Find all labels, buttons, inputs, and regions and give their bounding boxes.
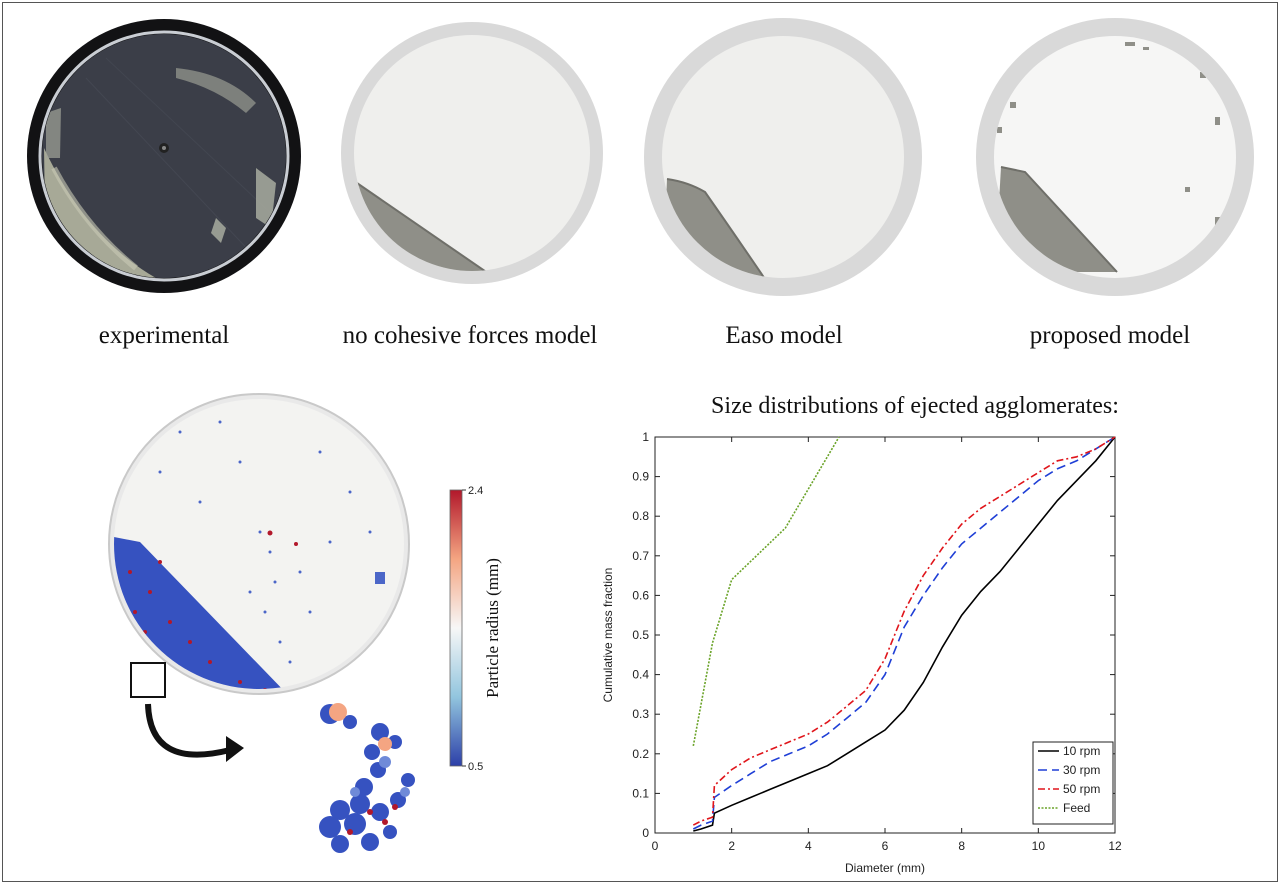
cumulative-mass-chart: 00.10.20.30.40.50.60.70.80.91 0 2 4 6 8 10 12 … — [601, 430, 1122, 875]
series-line-feed — [692, 436, 840, 747]
legend-label: 50 rpm — [1063, 782, 1100, 796]
colorbar-max-label: 2.4 — [468, 485, 483, 497]
x-tick-label: 12 — [1108, 839, 1122, 853]
x-tick-label: 8 — [958, 839, 965, 853]
y-axis-label: Cumulative mass fraction — [601, 568, 615, 703]
chart-title: Size distributions of ejected agglomerat… — [711, 393, 1119, 419]
legend-label: 10 rpm — [1063, 744, 1100, 758]
easo-drum-image — [643, 17, 923, 297]
series-line-50-rpm — [692, 436, 1116, 826]
y-tick-label: 1 — [642, 430, 649, 444]
caption-easo: Easo model — [725, 322, 843, 349]
colorbar-min-label: 0.5 — [468, 761, 483, 773]
x-tick-label: 0 — [652, 839, 659, 853]
y-tick-label: 0.9 — [632, 470, 649, 484]
series-line-30-rpm — [692, 436, 1116, 830]
curved-arrow-icon — [140, 700, 250, 780]
proposed-drum-image — [975, 17, 1255, 297]
caption-experimental: experimental — [98, 322, 230, 349]
y-tick-label: 0.3 — [632, 707, 649, 721]
y-tick-label: 0 — [642, 826, 649, 840]
y-tick-label: 0.5 — [632, 628, 649, 642]
colorbar-title: Particle radius (mm) — [483, 558, 502, 698]
particle-radius-drum-image — [100, 392, 420, 712]
y-tick-label: 0.6 — [632, 588, 649, 602]
x-tick-label: 10 — [1032, 839, 1046, 853]
y-tick-label: 0.1 — [632, 786, 649, 800]
y-tick-label: 0.2 — [632, 747, 649, 761]
legend-label: 30 rpm — [1063, 763, 1100, 777]
legend-box — [1032, 741, 1114, 825]
legend-label: Feed — [1063, 801, 1090, 815]
x-axis-label: Diameter (mm) — [845, 861, 925, 875]
y-tick-label: 0.4 — [632, 668, 649, 682]
y-tick-label: 0.7 — [632, 549, 649, 563]
x-tick-label: 4 — [805, 839, 812, 853]
particle-radius-colorbar: 2.4 0.5 Particle radius (mm) — [440, 480, 520, 780]
chart-legend: 10 rpm 30 rpm 50 rpm Feed — [1032, 741, 1114, 825]
y-tick-label: 0.8 — [632, 509, 649, 523]
caption-no-cohesive: no cohesive forces model — [342, 322, 598, 349]
experimental-drum-image — [26, 18, 302, 294]
x-tick-label: 2 — [728, 839, 735, 853]
caption-proposed: proposed model — [1029, 322, 1191, 349]
agglomerate-closeup-image — [310, 692, 428, 862]
zoom-box — [130, 662, 166, 698]
series-line-10-rpm — [693, 436, 1116, 832]
x-tick-label: 6 — [882, 839, 889, 853]
no-cohesive-drum-image — [340, 21, 604, 285]
